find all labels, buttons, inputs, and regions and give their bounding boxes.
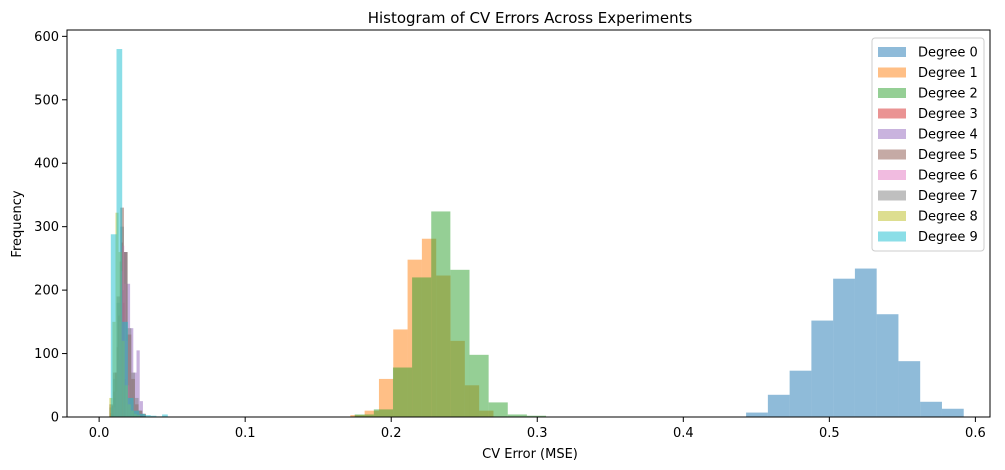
legend-label: Degree 9 — [918, 230, 978, 245]
histogram-bar — [767, 394, 790, 417]
x-axis-label: CV Error (MSE) — [482, 447, 578, 462]
histogram-bar — [811, 320, 834, 417]
legend: Degree 0 Degree 1 Degree 2 Degree 3 Degree 4… — [871, 37, 985, 252]
histogram-bar — [789, 370, 812, 417]
histogram-bar — [354, 414, 374, 417]
legend-swatch — [878, 211, 906, 221]
x-tick-label: 0.4 — [673, 426, 694, 441]
histogram-bar — [378, 378, 394, 417]
legend-label: Degree 7 — [918, 189, 978, 204]
histogram-bar — [134, 397, 139, 417]
histogram-bar — [469, 354, 489, 417]
histogram-bar — [876, 314, 899, 417]
histogram-bar — [150, 415, 157, 417]
histogram-bar — [746, 412, 768, 417]
histogram-bar — [139, 413, 145, 417]
legend-swatch — [878, 129, 906, 139]
y-tick-label: 500 — [34, 93, 59, 108]
x-tick-label: 0.0 — [89, 426, 110, 441]
legend-label: Degree 1 — [918, 66, 978, 81]
legend-swatch — [878, 108, 906, 119]
y-tick-label: 100 — [34, 347, 59, 362]
histogram-bar — [488, 402, 508, 417]
histogram-bar — [364, 410, 379, 417]
y-axis-label: Frequency — [10, 190, 25, 257]
legend-swatch — [878, 190, 906, 201]
histogram-bar — [116, 49, 123, 418]
histogram-bar — [941, 408, 964, 417]
legend-label: Degree 3 — [918, 107, 978, 122]
histogram-bar — [127, 397, 134, 417]
histogram-bar — [162, 414, 168, 417]
histogram-bar — [526, 415, 547, 417]
histogram-bar — [507, 414, 527, 417]
y-tick-label: 400 — [34, 157, 59, 172]
legend-label: Degree 6 — [918, 169, 978, 184]
histogram-bar — [412, 277, 432, 417]
histogram-bar — [450, 269, 470, 417]
series-degree-0 — [746, 268, 964, 417]
histogram-bar — [833, 278, 855, 417]
histogram-bar — [127, 328, 132, 417]
histogram-bar — [898, 361, 921, 417]
legend-label: Degree 5 — [918, 148, 978, 163]
histogram-bar — [431, 211, 451, 417]
histogram-bars — [109, 49, 964, 418]
legend-label: Degree 8 — [918, 210, 978, 225]
legend-swatch — [878, 170, 906, 180]
histogram-bar — [144, 415, 151, 417]
legend-label: Degree 2 — [918, 87, 978, 102]
histogram-bar — [133, 410, 140, 417]
histogram-bar — [373, 409, 393, 417]
histogram-bar — [136, 350, 140, 417]
y-tick-label: 600 — [34, 30, 59, 45]
legend-swatch — [878, 231, 906, 242]
legend-swatch — [878, 149, 906, 160]
y-tick-label: 300 — [34, 220, 59, 235]
plot-frame — [66, 29, 991, 418]
histogram-bar — [920, 401, 942, 417]
legend-swatch — [878, 47, 906, 57]
x-axis: 0.0 0.1 0.2 0.3 0.4 0.5 0.6 — [89, 417, 986, 441]
x-tick-label: 0.5 — [819, 426, 840, 441]
x-tick-label: 0.3 — [527, 426, 548, 441]
histogram-bar — [854, 268, 877, 417]
series-degree-2 — [354, 211, 547, 417]
x-tick-label: 0.2 — [381, 426, 402, 441]
y-tick-label: 200 — [34, 284, 59, 299]
y-axis: 0 100 200 300 400 500 600 — [34, 30, 67, 426]
histogram-bar — [110, 234, 117, 417]
histogram-bar — [131, 372, 135, 417]
legend-label: Degree 0 — [918, 46, 978, 61]
legend-swatch — [878, 67, 906, 78]
histogram-bar — [392, 367, 413, 417]
chart-title: Histogram of CV Errors Across Experiment… — [368, 9, 693, 27]
y-tick-label: 0 — [51, 411, 59, 426]
histogram-bar — [122, 321, 128, 417]
legend-label: Degree 4 — [918, 128, 978, 143]
x-tick-label: 0.1 — [235, 426, 256, 441]
x-tick-label: 0.6 — [965, 426, 986, 441]
legend-swatch — [878, 88, 906, 98]
histogram-bar — [139, 401, 143, 417]
